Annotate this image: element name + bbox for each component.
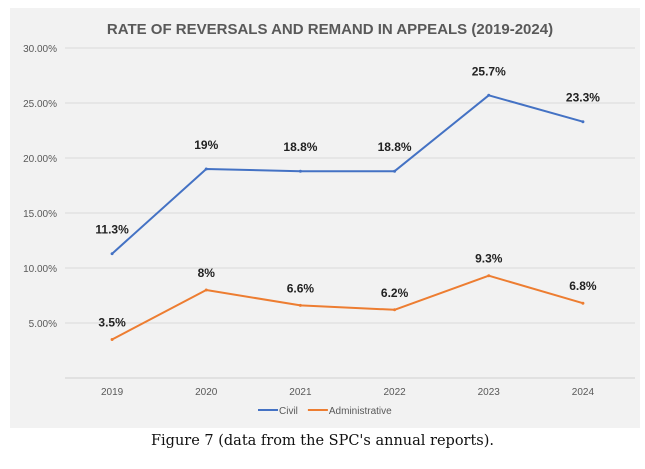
data-point xyxy=(298,303,302,307)
data-label: 11.3% xyxy=(95,223,129,237)
data-point xyxy=(581,120,585,124)
y-tick-label: 15.00% xyxy=(23,209,57,220)
x-tick-label: 2023 xyxy=(478,387,501,398)
legend-label: Civil xyxy=(279,406,298,417)
legend-label: Administrative xyxy=(329,406,392,417)
series-line-civil xyxy=(111,94,584,255)
data-point xyxy=(298,169,302,173)
x-tick-label: 2022 xyxy=(383,387,406,398)
data-point xyxy=(393,308,397,312)
data-label: 6.6% xyxy=(287,281,315,295)
x-tick-label: 2019 xyxy=(101,387,124,398)
x-tick-label: 2020 xyxy=(195,387,218,398)
data-label: 25.7% xyxy=(472,64,506,78)
figure-caption: Figure 7 (data from the SPC's annual rep… xyxy=(150,433,495,449)
chart-title: RATE OF REVERSALS AND REMAND IN APPEALS … xyxy=(107,21,553,38)
data-label: 23.3% xyxy=(566,91,600,105)
data-label: 3.5% xyxy=(98,316,126,330)
y-tick-label: 30.00% xyxy=(23,44,57,55)
data-label: 6.2% xyxy=(381,286,409,300)
data-point xyxy=(487,93,491,97)
data-label: 9.3% xyxy=(475,252,503,266)
data-point xyxy=(393,169,397,173)
data-point xyxy=(110,338,114,341)
data-label: 8% xyxy=(198,266,216,280)
data-point xyxy=(204,288,208,292)
data-point xyxy=(110,252,114,256)
data-label: 19% xyxy=(194,138,218,152)
data-point xyxy=(581,301,585,305)
data-label: 6.8% xyxy=(569,279,597,293)
chart-panel xyxy=(10,8,640,428)
y-tick-label: 25.00% xyxy=(23,99,57,110)
y-tick-label: 5.00% xyxy=(29,319,57,330)
x-tick-label: 2024 xyxy=(572,387,595,398)
data-point xyxy=(204,167,208,171)
series-line-administrative xyxy=(111,274,584,341)
data-label: 18.8% xyxy=(283,140,317,154)
data-point xyxy=(487,274,491,278)
data-label: 18.8% xyxy=(378,140,412,154)
y-tick-label: 20.00% xyxy=(23,154,57,165)
y-tick-label: 10.00% xyxy=(23,264,57,275)
x-tick-label: 2021 xyxy=(289,387,312,398)
